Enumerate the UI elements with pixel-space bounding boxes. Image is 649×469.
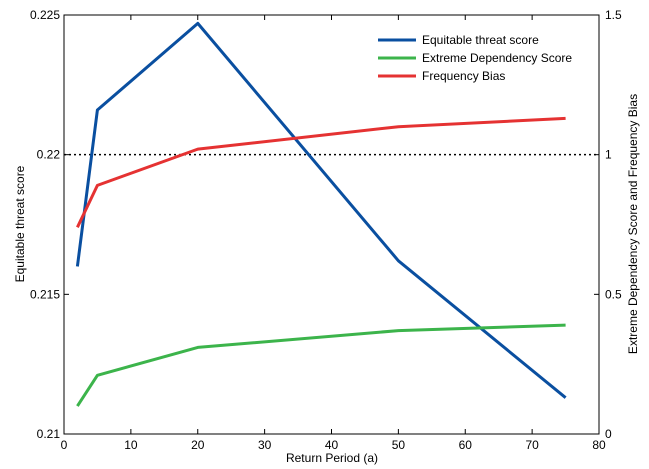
- x-tick-label: 40: [325, 438, 339, 452]
- x-axis-label: Return Period (a): [286, 451, 378, 465]
- x-tick-label: 10: [124, 438, 138, 452]
- x-tick-label: 80: [592, 438, 606, 452]
- legend-label-frequency-bias: Frequency Bias: [422, 69, 505, 83]
- y-right-tick-label: 0: [605, 427, 612, 441]
- plot-frame: [63, 14, 600, 435]
- x-tick-label: 70: [525, 438, 539, 452]
- y-left-tick-label: 0.21: [37, 427, 61, 441]
- series-line-frequency-bias: [76, 116, 566, 228]
- legend-label-equitable-threat-score: Equitable threat score: [422, 33, 539, 47]
- y-axis-left: 0.21 0.215 0.22 0.225: [30, 8, 69, 441]
- x-tick-label: 50: [392, 438, 406, 452]
- series-line-equitable-threat-score: [75, 21, 567, 399]
- x-tick-label: 60: [459, 438, 473, 452]
- x-tick-label: 30: [258, 438, 272, 452]
- y-axis-right-label: Extreme Dependency Score and Frequency B…: [626, 94, 640, 354]
- y-left-tick-label: 0.225: [30, 8, 60, 22]
- y-left-tick-label: 0.22: [37, 148, 61, 162]
- plot-area: [63, 14, 600, 435]
- y-left-tick-label: 0.215: [30, 287, 60, 301]
- y-axis-left-label: Equitable threat score: [13, 165, 27, 282]
- x-axis: 0 10 20 30 40 50 60 70 80: [61, 15, 606, 452]
- x-tick-label: 0: [61, 438, 68, 452]
- legend: Equitable threat score Extreme Dependency…: [378, 33, 572, 83]
- y-right-tick-label: 0.5: [605, 287, 622, 301]
- series-layer: [75, 21, 567, 407]
- x-tick-label: 20: [191, 438, 205, 452]
- y-axis-right: 0 0.5 1 1.5: [594, 8, 622, 441]
- legend-label-extreme-dependency-score: Extreme Dependency Score: [422, 51, 572, 65]
- series-line-extreme-dependency-score: [76, 323, 566, 407]
- y-right-tick-label: 1.5: [605, 8, 622, 22]
- y-right-tick-label: 1: [605, 148, 612, 162]
